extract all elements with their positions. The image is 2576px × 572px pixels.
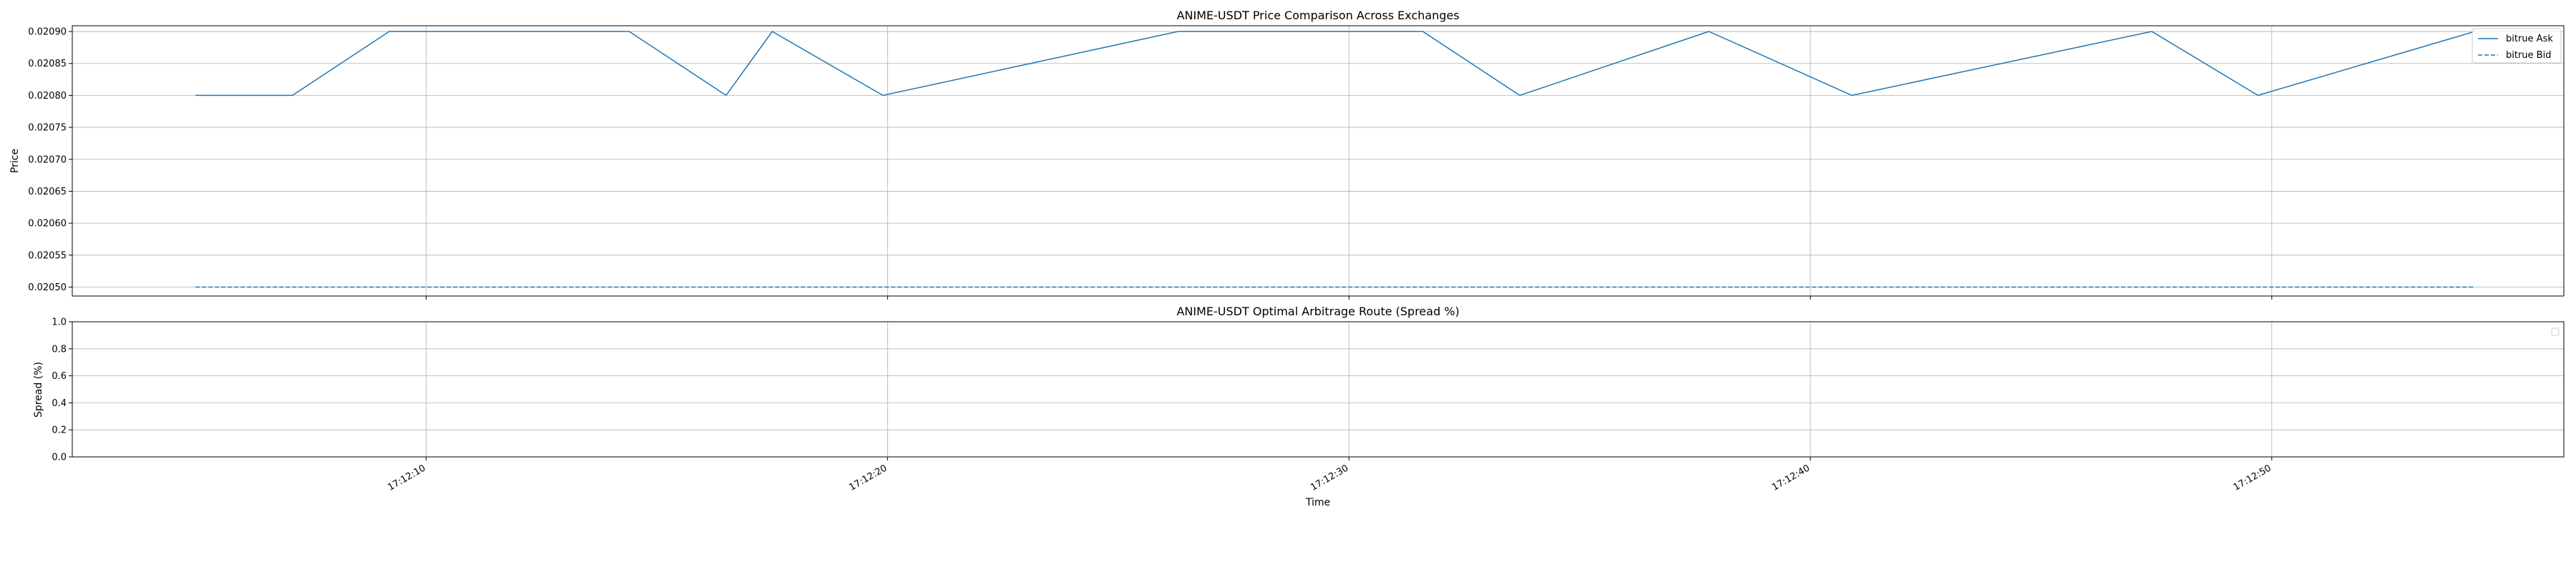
price-gridlines [72,26,2564,296]
price-y-tick-label: 0.02050 [28,282,67,293]
price-legend-box [2472,28,2562,64]
spread-panel: ANIME-USDT Optimal Arbitrage Route (Spre… [33,305,2565,508]
x-tick-label: 17:12:40 [1770,463,1812,493]
price-series [195,31,2475,288]
spread-y-tick-label: 0.6 [52,371,67,382]
spread-y-ticks: 0.0 0.2 0.4 0.6 0.8 1.0 [52,317,72,463]
price-y-tick-label: 0.02075 [28,123,67,134]
price-chart-title: ANIME-USDT Price Comparison Across Excha… [1176,9,1459,22]
spread-y-tick-label: 1.0 [52,317,67,328]
spread-x-ticks: 17:12:10 17:12:20 17:12:30 17:12:40 17:12:50 [386,457,2273,493]
price-axes-frame [72,25,2565,297]
legend-ask-label: bitrue Ask [2506,34,2553,44]
price-legend: bitrue Ask bitrue Bid [2472,28,2562,64]
price-y-tick-label: 0.02055 [28,250,67,261]
spread-axes-frame [72,321,2565,458]
bitrue-ask-line [195,31,2475,97]
x-tick-label: 17:12:30 [1309,463,1350,493]
price-y-tick-label: 0.02080 [28,91,67,102]
x-tick-label: 17:12:10 [386,463,428,493]
price-y-tick-label: 0.02065 [28,187,67,197]
x-tick-label: 17:12:20 [847,463,889,493]
price-x-ticks [426,296,2273,300]
price-y-tick-label: 0.02070 [28,154,67,165]
price-y-tick-label: 0.02090 [28,27,67,38]
price-y-axis-label: Price [9,149,21,173]
spread-y-tick-label: 0.2 [52,425,67,436]
price-y-tick-label: 0.02060 [28,219,67,230]
price-y-ticks: 0.02050 0.02055 0.02060 0.02065 0.02070 0.020… [28,27,72,293]
spread-y-axis-label: Spread (%) [33,362,44,418]
price-comparison-panel: ANIME-USDT Price Comparison Across Excha… [9,9,2565,300]
price-y-tick-label: 0.02085 [28,59,67,69]
legend-bid-label: bitrue Bid [2506,50,2551,61]
spread-legend-box [2551,327,2560,336]
spread-y-tick-label: 0.4 [52,398,67,409]
spread-y-tick-label: 0.8 [52,344,67,355]
x-tick-label: 17:12:50 [2232,463,2273,493]
spread-gridlines [72,321,2564,458]
spread-y-tick-label: 0.0 [52,453,67,463]
x-axis-label: Time [1305,497,1330,508]
spread-chart-title: ANIME-USDT Optimal Arbitrage Route (Spre… [1176,305,1459,318]
